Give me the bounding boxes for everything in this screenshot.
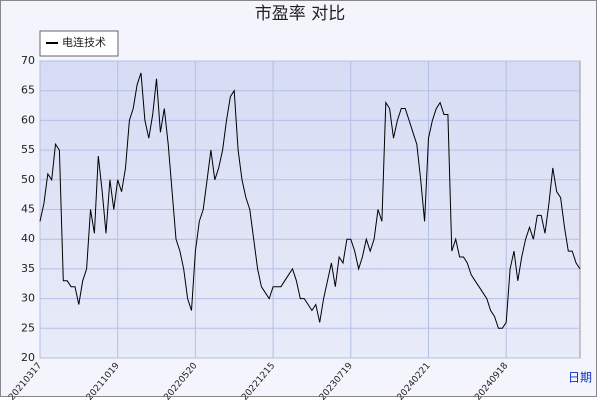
y-tick-label: 55 — [21, 143, 35, 156]
y-tick-label: 60 — [21, 113, 35, 126]
legend-label: 电连技术 — [62, 36, 106, 49]
y-tick-label: 65 — [21, 84, 35, 97]
y-tick-label: 70 — [21, 54, 35, 67]
y-tick-label: 30 — [21, 292, 35, 305]
x-axis-label: 日期 — [568, 371, 592, 385]
y-tick-label: 50 — [21, 173, 35, 186]
line — [39, 72, 581, 329]
y-tick-label: 25 — [21, 321, 35, 334]
chart-title: 市盈率 对比 — [255, 4, 345, 24]
y-tick-label: 20 — [21, 351, 35, 364]
y-tick-label: 45 — [21, 203, 35, 216]
y-tick-label: 40 — [21, 232, 35, 245]
y-tick-label: 35 — [21, 262, 35, 275]
legend: 电连技术 — [39, 30, 119, 57]
